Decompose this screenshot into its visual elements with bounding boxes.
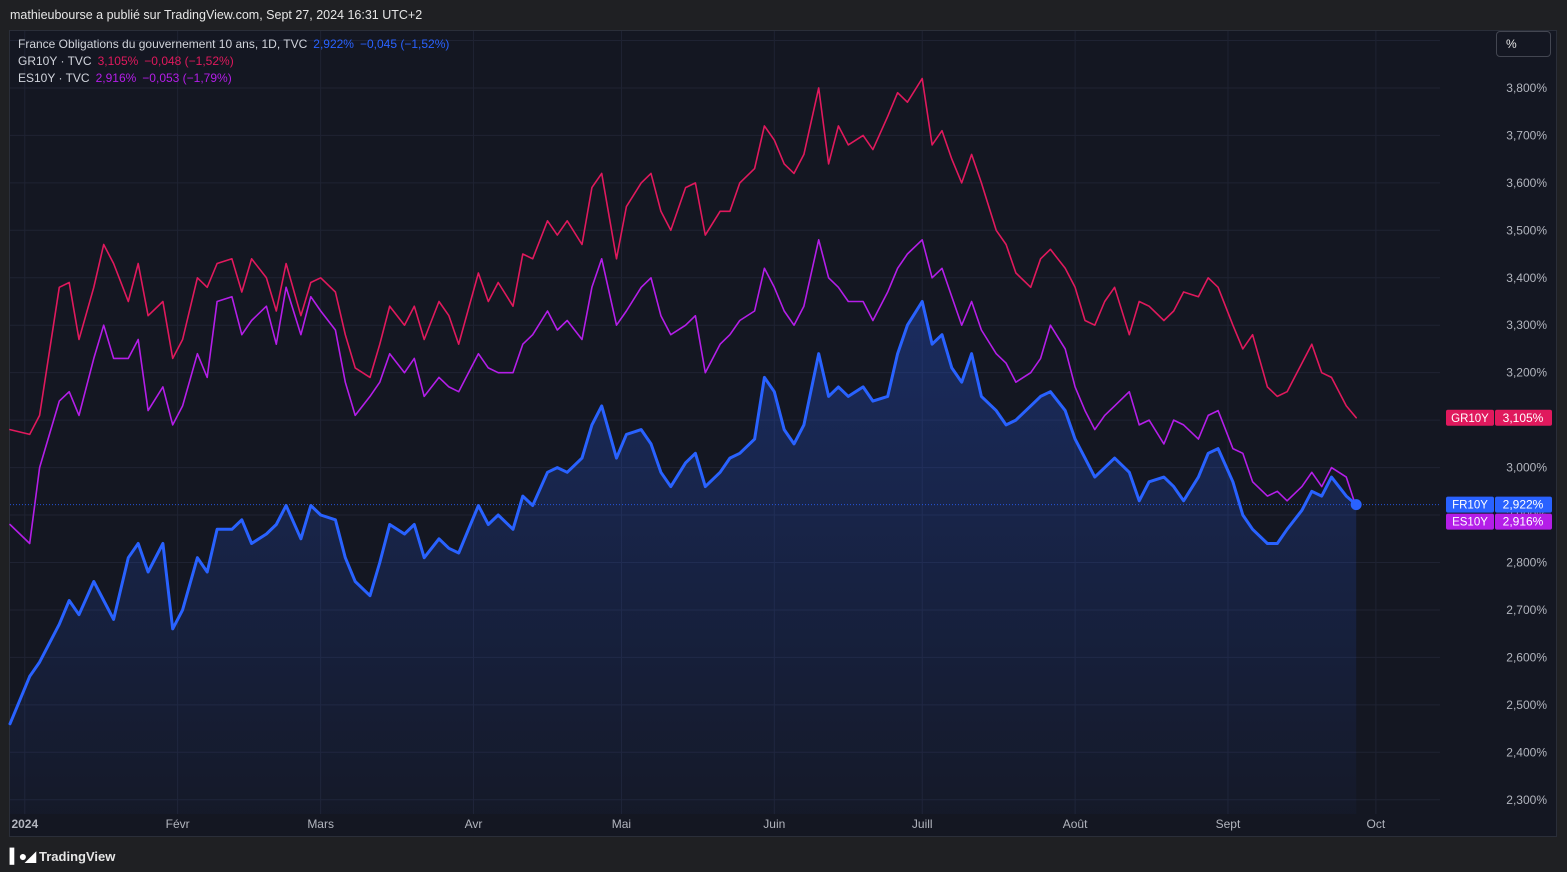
price-tag-value-bg-es10y <box>1495 513 1552 530</box>
price-tag-name-bg-es10y <box>1446 513 1494 530</box>
y-tick-label: 3,200% <box>1506 366 1547 380</box>
y-tick-label: 3,600% <box>1506 176 1547 190</box>
unit-toggle-button[interactable]: % <box>1496 31 1551 57</box>
x-tick-label: Mars <box>307 817 334 831</box>
y-tick-label: 2,800% <box>1506 555 1547 569</box>
legend-name: France Obligations du gouvernement 10 an… <box>18 37 308 51</box>
legend-change: −0,048 (−1,52%) <box>144 54 234 68</box>
y-tick-label: 3,300% <box>1506 318 1547 332</box>
legend-value: 2,916% <box>95 71 137 85</box>
price-tag-name-bg-fr10y <box>1446 496 1494 513</box>
y-tick-label: 2,300% <box>1506 793 1547 807</box>
series-line-fr10y[interactable] <box>8 300 1358 726</box>
tradingview-logo-icon: ▍●◢ <box>10 848 36 864</box>
price-tag-name-es10y: ES10Y <box>1452 517 1488 529</box>
y-tick-label: 2,600% <box>1506 650 1547 664</box>
series-area-fr10y <box>10 301 1357 814</box>
price-tag-value-bg-fr10y <box>1495 496 1552 513</box>
price-tag-value-gr10y: 3,105% <box>1503 411 1544 425</box>
last-point-marker-fr10y <box>1350 499 1362 511</box>
series-line-gr10y[interactable] <box>9 77 1357 436</box>
price-tag-value-es10y: 2,916% <box>1503 515 1544 529</box>
x-tick-label: Juill <box>912 817 933 831</box>
legend-row-gr10y[interactable]: GR10Y · TVC 3,105% −0,048 (−1,52%) <box>18 53 455 70</box>
x-tick-label: 2024 <box>11 817 38 831</box>
tradingview-brand[interactable]: ▍●◢ TradingView <box>10 848 115 865</box>
x-tick-label: Sept <box>1216 817 1241 831</box>
publisher-bar: mathieubourse a publié sur TradingView.c… <box>0 0 1567 30</box>
footer-bar: ▍●◢ TradingView <box>0 838 1567 872</box>
legend-row-es10y[interactable]: ES10Y · TVC 2,916% −0,053 (−1,79%) <box>18 70 455 87</box>
brand-name: TradingView <box>39 849 116 864</box>
price-tag-name-fr10y: FR10Y <box>1452 500 1488 512</box>
legend-name: ES10Y · TVC <box>18 71 90 85</box>
legend-name: GR10Y · TVC <box>18 54 92 68</box>
legend-value: 3,105% <box>97 54 139 68</box>
price-tag-value-bg-gr10y <box>1495 409 1552 426</box>
y-tick-label: 3,500% <box>1506 223 1547 237</box>
x-tick-label: Mai <box>612 817 631 831</box>
x-tick-label: Août <box>1063 817 1088 831</box>
price-tag-name-gr10y: GR10Y <box>1451 413 1489 425</box>
series-line-es10y[interactable] <box>9 239 1357 545</box>
x-tick-label: Juin <box>763 817 785 831</box>
legend-change: −0,045 (−1,52%) <box>359 37 450 51</box>
y-tick-label: 2,400% <box>1506 745 1547 759</box>
legend-change: −0,053 (−1,79%) <box>142 71 232 85</box>
legend-value: 2,922% <box>313 37 354 51</box>
x-tick-label: Févr <box>166 817 190 831</box>
y-tick-label: 3,400% <box>1506 271 1547 285</box>
x-tick-label: Oct <box>1367 817 1386 831</box>
y-tick-label: 2,500% <box>1506 698 1547 712</box>
chart-legend: France Obligations du gouvernement 10 an… <box>18 36 455 87</box>
y-tick-label: 3,700% <box>1506 128 1547 142</box>
y-tick-label: 3,000% <box>1506 461 1547 475</box>
x-tick-label: Avr <box>465 817 483 831</box>
publisher-text: mathieubourse a publié sur TradingView.c… <box>10 8 423 22</box>
y-tick-label: 2,700% <box>1506 603 1547 617</box>
price-tag-name-bg-gr10y <box>1446 409 1494 426</box>
legend-row-fr10y[interactable]: France Obligations du gouvernement 10 an… <box>18 36 455 53</box>
y-tick-label: 3,800% <box>1506 81 1547 95</box>
price-tag-value-fr10y: 2,922% <box>1503 498 1544 512</box>
